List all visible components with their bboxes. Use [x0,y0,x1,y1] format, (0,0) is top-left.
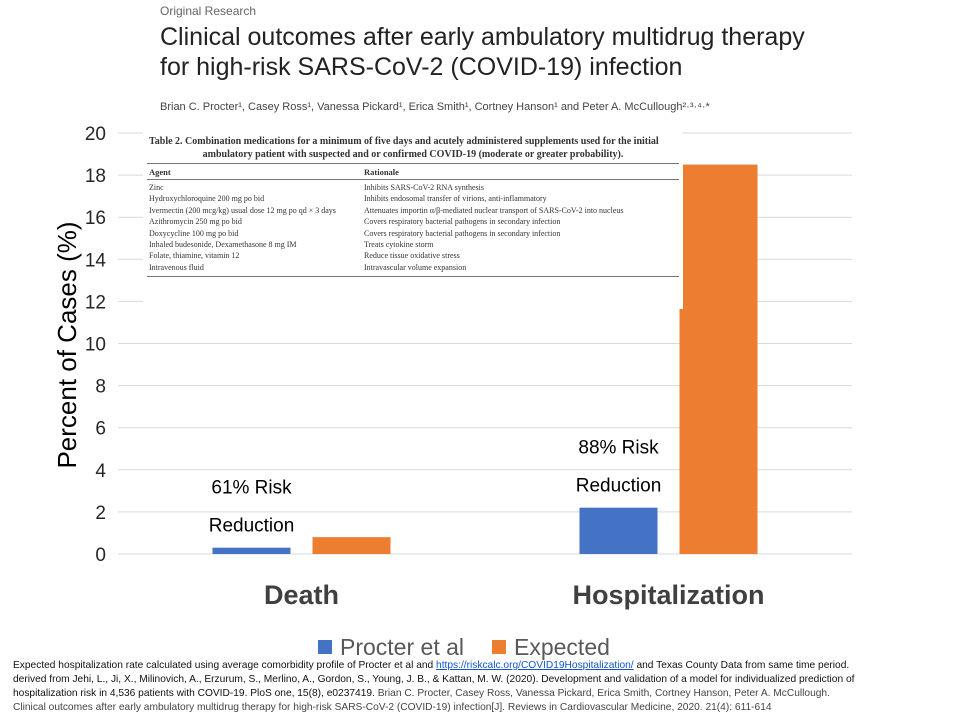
table-body: Zinc Inhibits SARS-CoV-2 RNA synthesis Hyd… [143,182,683,273]
table-header-agent: Agent [149,167,171,177]
table-row: Folate, thiamine, vitamin 12 Reduce tissu… [143,250,683,261]
legend-swatch-procter [318,640,332,654]
y-tick-label: 12 [85,292,106,313]
table-cell-rationale: Treats cytokine storm [364,240,434,250]
legend-label-expected: Expected [514,633,610,660]
y-tick-label: 0 [95,545,106,566]
table-header-row: Agent Rationale [143,164,683,179]
y-tick-label: 10 [85,335,106,356]
annotation-death-line1: 61% Risk [211,478,292,499]
bars [212,164,758,554]
legend-swatch-expected [492,640,506,654]
table-row: Azithromycin 250 mg po bid Covers respira… [143,216,683,227]
x-axis-categories: Death Hospitalization [264,580,765,610]
y-tick-label: 8 [95,377,106,398]
table-cell-rationale: Reduce tissue oxidative stress [364,251,460,261]
bar-chart: 0 2 4 6 8 10 12 14 16 18 20 Percent of Cases (%) D… [52,124,852,610]
annotation-death-line2: Reduction [209,516,295,537]
paper-title-line-2: for high-risk SARS-CoV-2 (COVID-19) infe… [160,53,683,81]
y-tick-label: 20 [85,124,106,145]
table-cell-agent: Inhaled budesonide, Dexamethasone 8 mg I… [149,240,297,250]
table-cell-agent: Zinc [149,183,164,192]
y-tick-label: 6 [95,419,106,440]
category-label-death: Death [264,580,339,610]
footnote-line-1: Expected hospitalization rate calculated… [13,659,948,673]
table-cell-agent: Hydroxychloroquine 200 mg po bid [149,194,265,204]
table-cell-rationale: Intravascular volume expansion [364,262,467,272]
y-axis-ticks: 0 2 4 6 8 10 12 14 16 18 20 [85,124,107,566]
category-label-hospitalization: Hospitalization [572,580,764,610]
medication-table-inset: Table 2. Combination medications for a m… [143,131,683,309]
footnote: Expected hospitalization rate calculated… [13,659,948,715]
annotation-hospitalization-line1: 88% Risk [578,438,659,459]
bar-expected-death [312,537,391,554]
y-tick-label: 18 [85,166,106,187]
paper-section-label: Original Research [160,4,257,18]
table-row: Ivermectin (200 mcg/kg) usual dose 12 mg… [143,205,683,216]
footnote-text-3a: hospitalization risk in 4,536 patients w… [13,688,378,699]
table-row: Inhaled budesonide, Dexamethasone 8 mg I… [143,239,683,250]
table-cell-rationale: Attenuates importin α/β-mediated nuclear… [364,205,624,215]
table-cell-rationale: Inhibits endosomal transfer of virions, … [364,194,547,204]
table-cell-agent: Doxycycline 100 mg po bid [149,228,239,238]
table-row: Doxycycline 100 mg po bid Covers respirat… [143,228,683,239]
bar-procter-et-al-hospitalization [579,507,658,554]
table-cell-agent: Folate, thiamine, vitamin 12 [149,251,240,261]
legend-item-expected: Expected [492,634,610,661]
paper-authors: Brian C. Procter¹, Casey Ross¹, Vanessa … [160,101,710,113]
legend-label-procter: Procter et al [340,633,464,660]
table-caption: Table 2. Combination medications for a m… [143,131,683,161]
footnote-line-3: hospitalization risk in 4,536 patients w… [13,687,948,701]
paper-title-line-1: Clinical outcomes after early ambulatory… [160,23,805,51]
legend-item-procter: Procter et al [318,634,464,661]
table-cell-rationale: Covers respiratory bacterial pathogens i… [364,228,561,238]
riskcalc-link[interactable]: https://riskcalc.org/COVID19Hospitalizat… [436,660,634,671]
chart-legend: Procter et al Expected [318,634,610,660]
annotations: 61% Risk Reduction 88% Risk Reduction [209,438,662,537]
table-cell-agent: Ivermectin (200 mcg/kg) usual dose 12 mg… [149,205,336,215]
table-header-rationale: Rationale [364,167,399,177]
footnote-text-3b: Brian C. Procter, Casey Ross, Vanessa Pi… [377,688,830,699]
paper-title: Clinical outcomes after early ambulatory… [160,22,860,82]
table-caption-line-1: Table 2. Combination medications for a m… [149,136,659,147]
y-tick-label: 4 [95,461,106,482]
table-row: Hydroxychloroquine 200 mg po bid Inhibits… [143,193,683,204]
footnote-line-2: derived from Jehi, L., Ji, X., Milinovic… [13,674,855,685]
footnote-text-2: and Texas County Data from same time per… [633,660,850,671]
table-cell-agent: Intravenous fluid [149,262,204,272]
bar-expected-hospitalization [679,164,758,554]
y-tick-label: 14 [85,250,107,271]
bar-procter-et-al-death [212,547,291,554]
footnote-text-1: Expected hospitalization rate calculated… [13,660,437,671]
annotation-hospitalization-line2: Reduction [576,476,662,497]
y-tick-label: 16 [85,208,106,229]
table-row: Intravenous fluid Intravascular volume ex… [143,262,683,273]
y-axis-label: Percent of Cases (%) [52,221,82,468]
table-cell-rationale: Covers respiratory bacterial pathogens i… [364,217,561,227]
table-row: Zinc Inhibits SARS-CoV-2 RNA synthesis [143,182,683,193]
y-tick-label: 2 [95,503,106,524]
footnote-line-4: Clinical outcomes after early ambulatory… [13,702,772,713]
table-cell-agent: Azithromycin 250 mg po bid [149,217,242,227]
table-caption-line-2: ambulatory patient with suspected and or… [202,149,624,160]
table-cell-rationale: Inhibits SARS-CoV-2 RNA synthesis [364,183,484,192]
